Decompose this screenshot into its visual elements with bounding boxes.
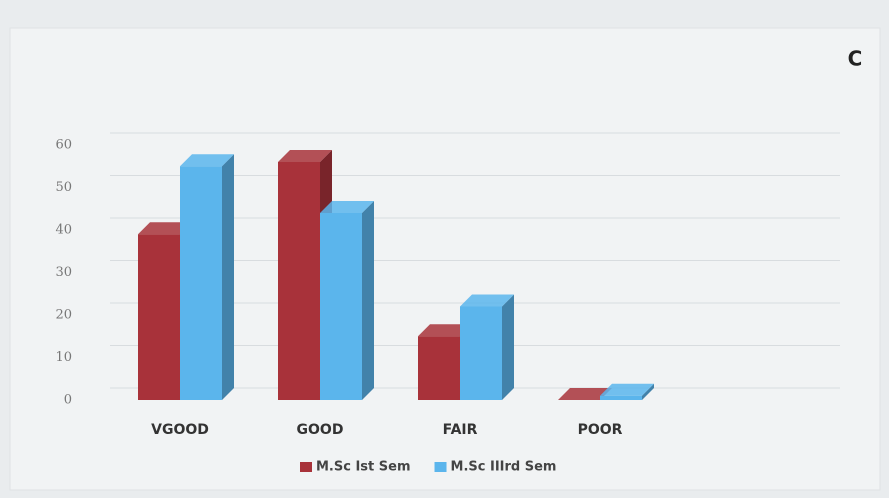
bar — [278, 162, 320, 400]
bar-side — [222, 154, 234, 400]
bar-top — [558, 388, 612, 400]
bar-top — [600, 383, 654, 396]
y-tick-label: 60 — [55, 138, 72, 153]
y-tick-label: 50 — [55, 180, 72, 195]
x-tick-label: POOR — [578, 422, 623, 438]
y-tick-label: 40 — [55, 223, 72, 238]
bar-top — [278, 150, 332, 162]
y-tick-label: 20 — [55, 308, 72, 323]
y-tick-label: 30 — [55, 265, 72, 280]
legend-swatch — [434, 462, 447, 472]
y-tick-label: 10 — [55, 350, 72, 365]
bar — [460, 306, 502, 400]
bar-side — [642, 383, 654, 400]
bar — [320, 213, 362, 400]
bar-top — [138, 222, 192, 235]
legend-swatch — [300, 462, 312, 472]
bar — [180, 166, 222, 400]
bar-side — [502, 294, 514, 400]
x-tick-label: GOOD — [297, 422, 344, 438]
bar-top — [460, 294, 514, 307]
x-tick-label: VGOOD — [151, 422, 209, 438]
bar — [138, 234, 180, 400]
bar — [600, 395, 642, 400]
legend-label: M.Sc Ist Sem — [316, 460, 411, 475]
bar — [418, 336, 460, 400]
y-tick-label: 0 — [64, 393, 72, 408]
bar-side — [362, 201, 374, 400]
bar-top — [320, 201, 374, 213]
x-tick-label: FAIR — [443, 422, 478, 438]
legend-label: M.Sc IIIrd Sem — [451, 460, 557, 475]
annotation: C — [848, 47, 863, 71]
bar-top — [180, 154, 234, 167]
bar-top — [418, 324, 472, 337]
